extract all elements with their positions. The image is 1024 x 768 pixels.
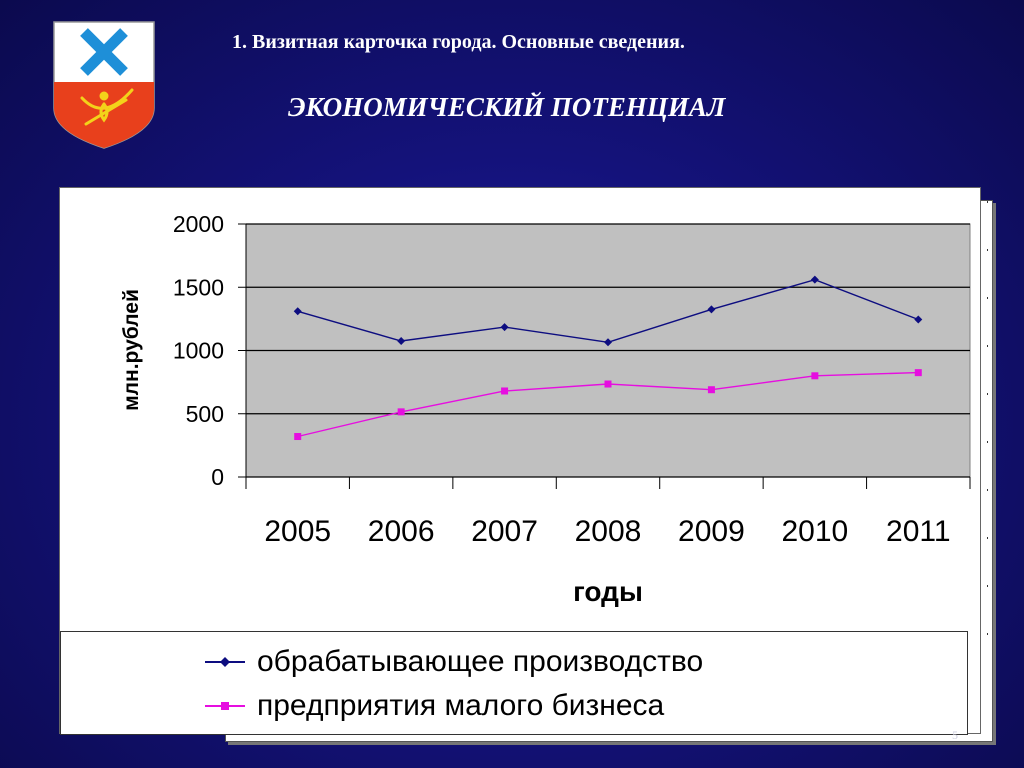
data-point-diamond — [810, 275, 819, 284]
legend-marker-diamond-icon — [205, 657, 245, 667]
data-point-square — [501, 387, 509, 395]
y-tick-label: 2000 — [173, 211, 224, 237]
y-tick-label: 0 — [211, 464, 224, 490]
x-tick-label: 2008 — [575, 515, 642, 548]
y-tick-label: 1000 — [173, 338, 224, 364]
y-tick-label: 500 — [186, 401, 224, 427]
x-axis-label: годы — [573, 576, 643, 607]
x-tick-label: 2006 — [368, 515, 435, 548]
data-point-diamond — [397, 337, 406, 346]
x-tick-label: 2010 — [781, 515, 848, 548]
line-chart: 0 500 1000 1500 2000 2005 2006 2007 2008 2009 2010… — [120, 211, 971, 607]
legend-label-manufacturing: обрабатывающее производство — [257, 645, 704, 678]
chart-legend: обрабатывающее производство предприятия … — [60, 631, 968, 735]
data-point-square — [914, 369, 922, 377]
data-point-square — [604, 380, 612, 388]
data-point-diamond — [604, 338, 612, 347]
legend-item-manufacturing: обрабатывающее производство — [205, 642, 703, 682]
legend-item-small-business: предприятия малого бизнеса — [205, 686, 664, 726]
page-number: 5 — [952, 728, 958, 742]
data-point-diamond — [914, 315, 923, 324]
x-tick-label: 2007 — [471, 515, 538, 548]
x-tick-label: 2011 — [886, 515, 951, 548]
x-tick-label: 2005 — [264, 515, 331, 548]
legend-label-small-business: предприятия малого бизнеса — [257, 689, 665, 722]
x-tick-label: 2009 — [678, 515, 745, 548]
y-axis-label: млн.рублей — [120, 289, 143, 411]
slide-title: 1. Визитная карточка города. Основные св… — [232, 31, 685, 53]
city-coat-of-arms-icon — [52, 20, 156, 150]
data-point-diamond — [500, 323, 509, 332]
data-point-square — [294, 433, 302, 441]
chart-panel: 0 500 1000 1500 2000 2005 2006 2007 2008 2009 2010… — [59, 187, 981, 735]
slide-subtitle: ЭКОНОМИЧЕСКИЙ ПОТЕНЦИАЛ — [288, 92, 726, 122]
y-tick-label: 1500 — [173, 274, 224, 300]
data-point-square — [707, 386, 715, 394]
legend-marker-square-icon — [205, 702, 245, 710]
data-point-diamond — [293, 307, 302, 316]
data-point-square — [811, 372, 819, 380]
data-point-square — [397, 408, 405, 416]
data-point-diamond — [707, 305, 716, 314]
